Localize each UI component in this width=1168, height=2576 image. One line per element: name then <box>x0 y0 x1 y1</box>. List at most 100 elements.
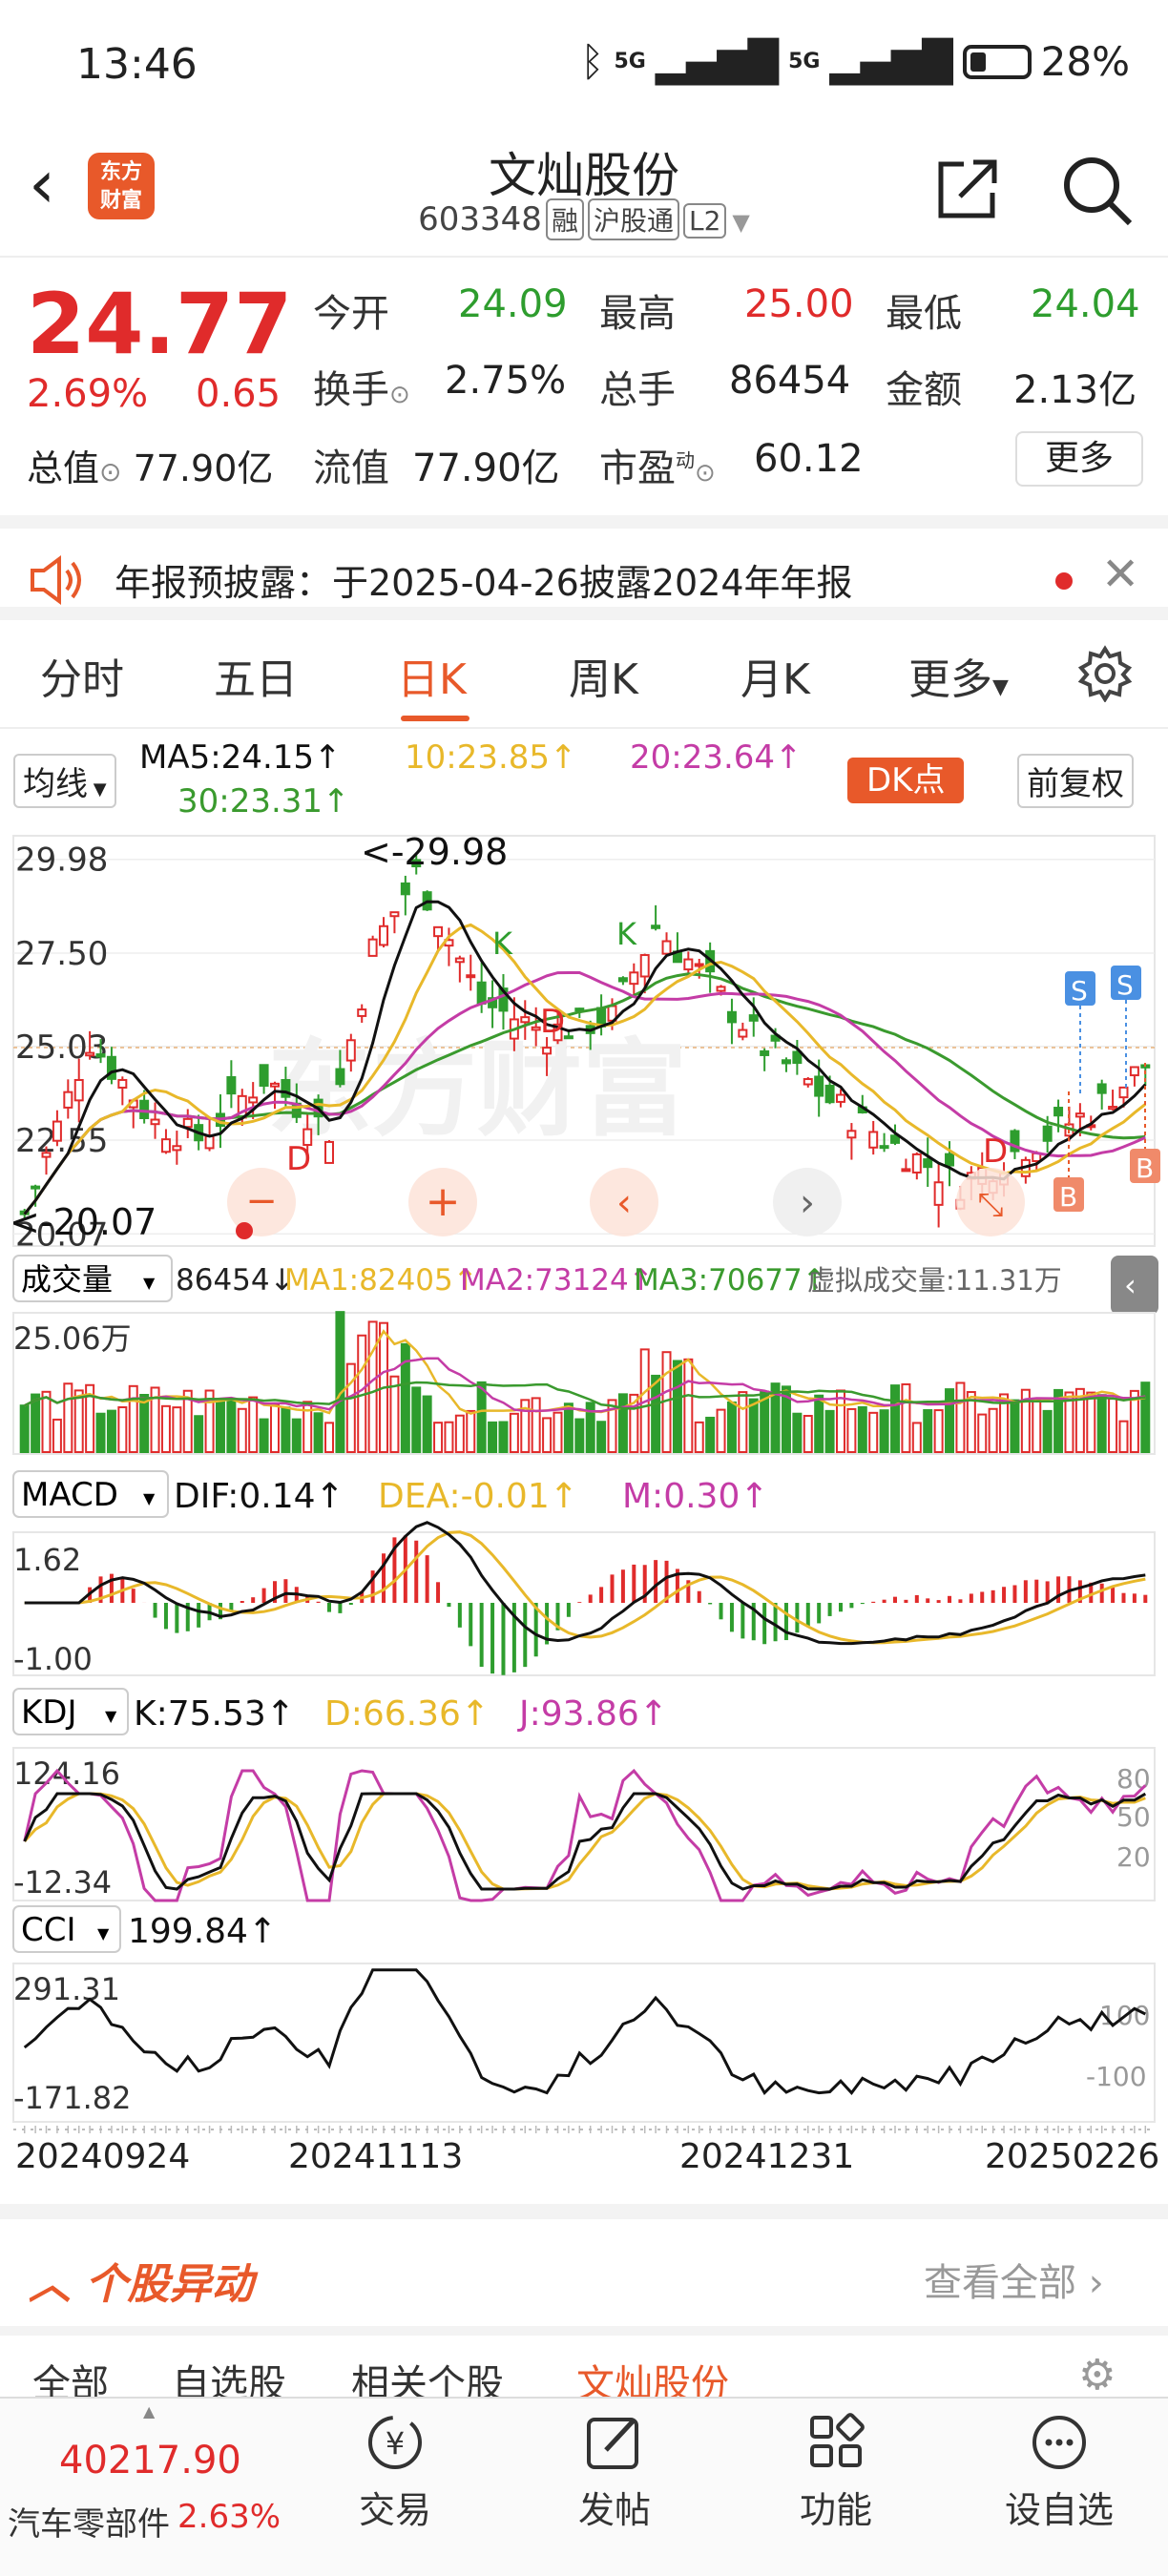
candle-body <box>150 1118 160 1126</box>
candle-body <box>95 1053 106 1058</box>
volume-bar <box>945 1388 955 1454</box>
volume-ma3-line <box>24 1381 1146 1410</box>
view-all-link[interactable]: 查看全部 › <box>924 2261 1104 2305</box>
bottom-navigation: ▲ 40217.90 汽车零部件 2.63% ¥ 交易 发帖 功能 设自选 <box>0 2397 1168 2576</box>
candle-body <box>204 1134 215 1150</box>
open-value: 24.09 <box>458 282 568 326</box>
back-button[interactable]: ‹ <box>29 145 55 223</box>
tab-more[interactable]: 更多▼ <box>908 655 1009 704</box>
y-tick-label: 20.07 <box>15 1215 108 1254</box>
cci-line <box>23 1968 1146 2096</box>
nav-functions[interactable]: 功能 <box>760 2412 912 2533</box>
close-icon[interactable]: ✕ <box>1101 548 1140 601</box>
volume-bar <box>1096 1394 1107 1453</box>
candle-body <box>1129 1066 1139 1077</box>
notice-banner[interactable]: 年报预披露：于2025-04-26披露2024年年报 ✕ <box>0 515 1168 620</box>
ma10-value: 10:23.85↑ <box>405 738 577 777</box>
volume-bar <box>683 1358 694 1453</box>
candle-body <box>531 1026 541 1031</box>
tab-intraday[interactable]: 分时 <box>40 655 124 704</box>
volume-bar <box>19 1404 30 1453</box>
pe-label: 市盈动⊙ <box>599 447 716 490</box>
volume-bar <box>400 1342 410 1454</box>
float-value: 77.90亿 <box>412 447 560 490</box>
ma-lines <box>23 900 1147 1215</box>
trade-icon: ¥ <box>368 2416 422 2469</box>
nav-add-watchlist[interactable]: 设自选 <box>983 2412 1136 2533</box>
stock-code-line: 603348 融沪股通 L2 ▼ <box>0 198 1168 240</box>
volume-bar <box>41 1390 52 1453</box>
volume-selector[interactable] <box>12 1255 173 1302</box>
volume-bar <box>531 1397 541 1454</box>
amount-value: 2.13亿 <box>1013 368 1137 412</box>
nav-trade[interactable]: ¥ 交易 <box>319 2412 471 2533</box>
volume-bar <box>139 1394 150 1453</box>
volume-bar <box>596 1421 607 1453</box>
candle-body <box>803 1078 813 1086</box>
candle-body <box>879 1145 889 1150</box>
volume-bar <box>444 1421 454 1453</box>
svg-text:MACD: MACD <box>21 1476 118 1514</box>
macd-dea-line <box>24 1530 1146 1645</box>
tab-five-day[interactable]: 五日 <box>214 655 298 704</box>
kdj-k: K:75.53↑ <box>134 1694 295 1734</box>
volume-bar <box>1064 1391 1074 1453</box>
zoom-in-button[interactable]: + <box>408 1168 477 1236</box>
tab-monthly-k[interactable]: 月K <box>740 655 810 704</box>
kdj-header: KDJ ▼ K:75.53↑ D:66.36↑ J:93.86↑ <box>12 1688 668 1735</box>
ma-selector[interactable]: 均线 ▼ <box>13 754 116 808</box>
dk-point-button[interactable]: DK点 <box>847 758 965 803</box>
volume-bar <box>955 1381 966 1453</box>
cci-header: CCI ▼ 199.84↑ <box>12 1905 277 1953</box>
status-icons: ᛒ 5G ▂▄▆█ 5G ▂▄▆█ 28% <box>580 38 1130 85</box>
volume-bar <box>1042 1409 1053 1454</box>
candle-body <box>31 1185 41 1190</box>
quote-panel: 24.77 2.69% 0.65 总值⊙ 77.90亿 今开 24.09 最高 … <box>0 260 1168 508</box>
volume-bar <box>172 1406 182 1453</box>
float-label: 流值 <box>313 447 389 490</box>
volume-bar <box>237 1407 247 1454</box>
volume-bar <box>215 1399 225 1453</box>
tab-weekly-k[interactable]: 周K <box>569 655 638 704</box>
svg-text:▼: ▼ <box>143 1489 156 1507</box>
scroll-left-button[interactable]: ‹ <box>590 1168 658 1236</box>
volume-bar <box>433 1422 444 1454</box>
dropdown-caret-icon[interactable]: ▼ <box>732 209 750 236</box>
unread-dot <box>1055 572 1073 590</box>
kdj-selector[interactable] <box>12 1688 129 1735</box>
info-icon[interactable]: ⊙ <box>99 456 122 488</box>
svg-text:▼: ▼ <box>97 1924 110 1942</box>
amount-label: 金额 <box>886 368 962 412</box>
settings-icon[interactable]: ⚙ <box>1078 2351 1116 2399</box>
collapse-panel-button[interactable]: ‹ <box>1111 1256 1158 1315</box>
fullscreen-button[interactable]: ⤡ <box>956 1168 1025 1236</box>
index-value[interactable]: 40217.90 <box>59 2439 241 2483</box>
ma5-line <box>23 900 1147 1215</box>
share-icon[interactable] <box>935 155 1002 221</box>
more-button[interactable]: 更多 <box>1015 431 1143 487</box>
candle-body <box>389 911 400 918</box>
volume-bar <box>1010 1399 1020 1454</box>
zoom-out-button[interactable]: − <box>227 1168 296 1236</box>
adjust-selector[interactable]: 前复权 <box>1017 754 1134 808</box>
volume-bar <box>117 1406 128 1454</box>
candle-body <box>379 924 389 946</box>
watermark-logo: 东方财富 <box>267 1031 687 1149</box>
caret-up-icon: ▲ <box>143 2402 156 2420</box>
volume-current: 86454↓ <box>176 1263 295 1298</box>
macd-selector[interactable] <box>12 1470 169 1518</box>
candle-body <box>63 1091 73 1109</box>
macd-panel <box>12 1531 1156 1676</box>
svg-text:▼: ▼ <box>105 1707 117 1725</box>
volume-bar <box>226 1398 237 1454</box>
nav-post[interactable]: 发帖 <box>538 2412 691 2533</box>
gear-icon[interactable] <box>1076 645 1134 702</box>
search-icon[interactable] <box>1059 153 1136 229</box>
tab-daily-k[interactable]: 日K <box>397 655 467 704</box>
volume-value: 86454 <box>729 359 851 403</box>
candle-body <box>106 1055 116 1080</box>
scroll-right-button[interactable]: › <box>773 1168 842 1236</box>
cci-selector[interactable] <box>12 1905 121 1953</box>
volume-bar <box>73 1389 84 1453</box>
